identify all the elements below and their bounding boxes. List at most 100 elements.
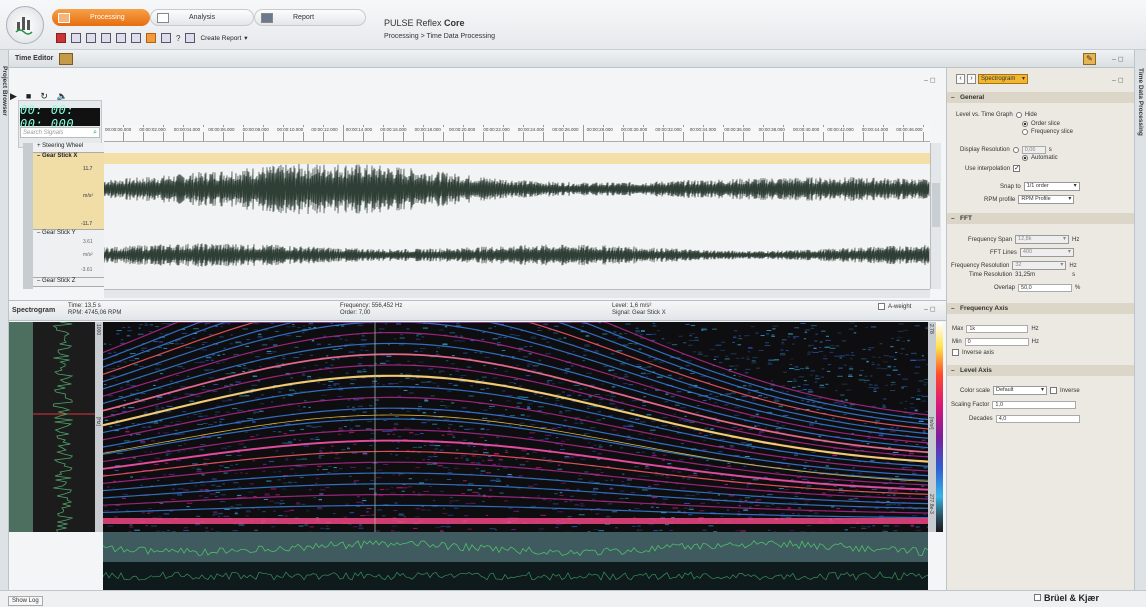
spectrogram-cell	[733, 455, 740, 457]
section-level-axis[interactable]: Level Axis	[947, 365, 1134, 376]
tab-report[interactable]: Report	[254, 9, 366, 26]
spectrogram-cell	[239, 472, 243, 474]
spectrogram-cell	[428, 368, 434, 370]
show-log-button[interactable]: Show Log	[8, 596, 43, 606]
a-weight-checkbox[interactable]: A-weight	[878, 303, 911, 310]
spectrogram-cell	[437, 465, 443, 467]
option-label: Frequency slice	[1031, 129, 1074, 135]
cursor-icon[interactable]	[146, 33, 156, 43]
forward-button[interactable]: ›	[967, 74, 976, 84]
section-fft[interactable]: FFT	[947, 213, 1134, 224]
spectrogram-cell	[596, 458, 601, 460]
tab-processing[interactable]: Processing	[52, 9, 150, 26]
vertical-scrollbar[interactable]	[930, 143, 941, 289]
create-report-button[interactable]: Create Report ▾	[200, 34, 247, 43]
spectrogram-cell	[559, 411, 563, 413]
spectrogram-cell	[429, 442, 434, 444]
spectrogram-cell	[874, 423, 877, 425]
back-button[interactable]: ‹	[956, 74, 965, 84]
decades-input[interactable]: 4,0	[995, 415, 1080, 423]
minimize-icon[interactable]: – ◻	[1112, 77, 1124, 84]
spectrogram-cell	[325, 362, 328, 364]
time-counter: 00: 00: 00: 000	[20, 103, 100, 131]
radio-order-slice[interactable]	[1022, 121, 1028, 127]
loop-icon[interactable]: ↻	[40, 91, 48, 101]
section-frequency-axis[interactable]: Frequency Axis	[947, 303, 1134, 314]
track-gear-stick-x[interactable]: – Gear Stick X 11.7 m/s² -11.7	[33, 153, 104, 230]
spectrogram-cell	[854, 497, 859, 499]
pen-icon[interactable]	[161, 33, 171, 43]
grid-icon[interactable]	[101, 33, 111, 43]
comment-icon[interactable]	[131, 33, 141, 43]
section-general[interactable]: General	[947, 92, 1134, 103]
app-logo[interactable]	[6, 6, 44, 44]
minimize-icon[interactable]: – ◻	[1112, 56, 1124, 63]
radio-automatic[interactable]	[1022, 155, 1028, 161]
editor-icon[interactable]	[59, 52, 74, 65]
order-slice-plot[interactable]	[33, 322, 95, 532]
spectrogram-cell	[507, 473, 512, 475]
minimize-icon[interactable]: – ◻	[924, 77, 936, 84]
save-icon[interactable]	[116, 33, 126, 43]
frequency-resolution-select[interactable]: 32	[1012, 261, 1067, 270]
spectrogram-cell	[771, 503, 775, 505]
radio-hide[interactable]	[1015, 112, 1022, 118]
overlap-input[interactable]: 50,0	[1018, 284, 1073, 292]
play-icon[interactable]: ▶	[10, 91, 17, 101]
color-scale-select[interactable]: Default	[993, 386, 1048, 395]
filter-icon[interactable]	[86, 33, 96, 43]
inverse-axis-checkbox[interactable]	[952, 349, 959, 356]
project-browser-tab[interactable]: Project Browser	[0, 50, 9, 590]
track-gear-stick-y[interactable]: – Gear Stick Y 3.61 m/s² -3.61	[33, 230, 104, 278]
level-vs-time-graph[interactable]	[103, 532, 928, 590]
fft-lines-select[interactable]: 400	[1019, 248, 1074, 257]
search-signals-input[interactable]: Search Signals ⌕	[20, 127, 100, 138]
horizontal-scrollbar[interactable]	[104, 289, 930, 298]
spectrogram-cell	[272, 351, 277, 353]
waveform-area[interactable]	[104, 143, 930, 289]
interpolation-checkbox[interactable]	[1013, 165, 1021, 172]
spectrogram-cell	[421, 336, 425, 338]
spectrogram-cell	[709, 349, 715, 351]
stop-icon[interactable]: ■	[25, 91, 32, 101]
snap-to-select[interactable]: 1/1 order	[1023, 182, 1080, 191]
spectrogram-cell	[752, 399, 756, 401]
minimize-icon[interactable]: – ◻	[924, 306, 936, 313]
spectrogram-cell	[113, 351, 117, 353]
wrench-icon[interactable]: ✎	[1083, 53, 1096, 65]
spectrogram-cell	[139, 366, 144, 368]
spectrogram-cell	[838, 491, 845, 493]
record-icon[interactable]	[56, 33, 66, 43]
chart-icon[interactable]	[71, 33, 81, 43]
scaling-factor-input[interactable]: 1,0	[992, 401, 1077, 409]
spectrogram-cell	[593, 444, 597, 446]
radio-frequency-slice[interactable]	[1022, 129, 1028, 135]
time-data-processing-tab[interactable]: Time Data Processing	[1134, 50, 1146, 590]
display-resolution-input[interactable]: 0,06	[1021, 146, 1046, 154]
tab-analysis[interactable]: Analysis	[150, 9, 254, 26]
track-gear-stick-z[interactable]: – Gear Stick Z	[33, 278, 104, 287]
rpm-profile-select[interactable]: RPM Profile	[1018, 195, 1075, 204]
spectrogram-plot[interactable]	[103, 322, 928, 532]
volume-icon[interactable]: 🔈	[56, 91, 69, 101]
spectrogram-cell	[418, 446, 423, 448]
min-input[interactable]: 0	[964, 338, 1029, 346]
radio-display-resolution[interactable]	[1012, 147, 1019, 153]
spectrogram-cell	[117, 446, 124, 448]
track-steering-wheel[interactable]: + Steering Wheel	[33, 143, 104, 153]
window-icon[interactable]	[185, 33, 196, 43]
frequency-span-select[interactable]: 12,8k	[1015, 235, 1070, 244]
checkbox[interactable]	[878, 303, 885, 310]
spectrogram-cell	[447, 430, 452, 432]
search-icon[interactable]: ⌕	[93, 129, 97, 136]
spectrogram-cell	[574, 419, 577, 421]
spectrogram-cell	[764, 344, 771, 346]
help-icon[interactable]: ?	[176, 33, 181, 43]
max-input[interactable]: 1k	[966, 325, 1029, 333]
time-ruler[interactable]: 00:00:00.000 00:00:02.000 00:00:04.000 00:0…	[104, 125, 930, 142]
inverse-checkbox[interactable]	[1050, 387, 1058, 394]
scroll-thumb[interactable]	[932, 183, 940, 227]
ruler-tick: 00:00:18.000	[413, 127, 446, 132]
spectrogram-cell	[892, 451, 899, 453]
analysis-type-dropdown[interactable]: Spectrogram	[978, 74, 1028, 84]
